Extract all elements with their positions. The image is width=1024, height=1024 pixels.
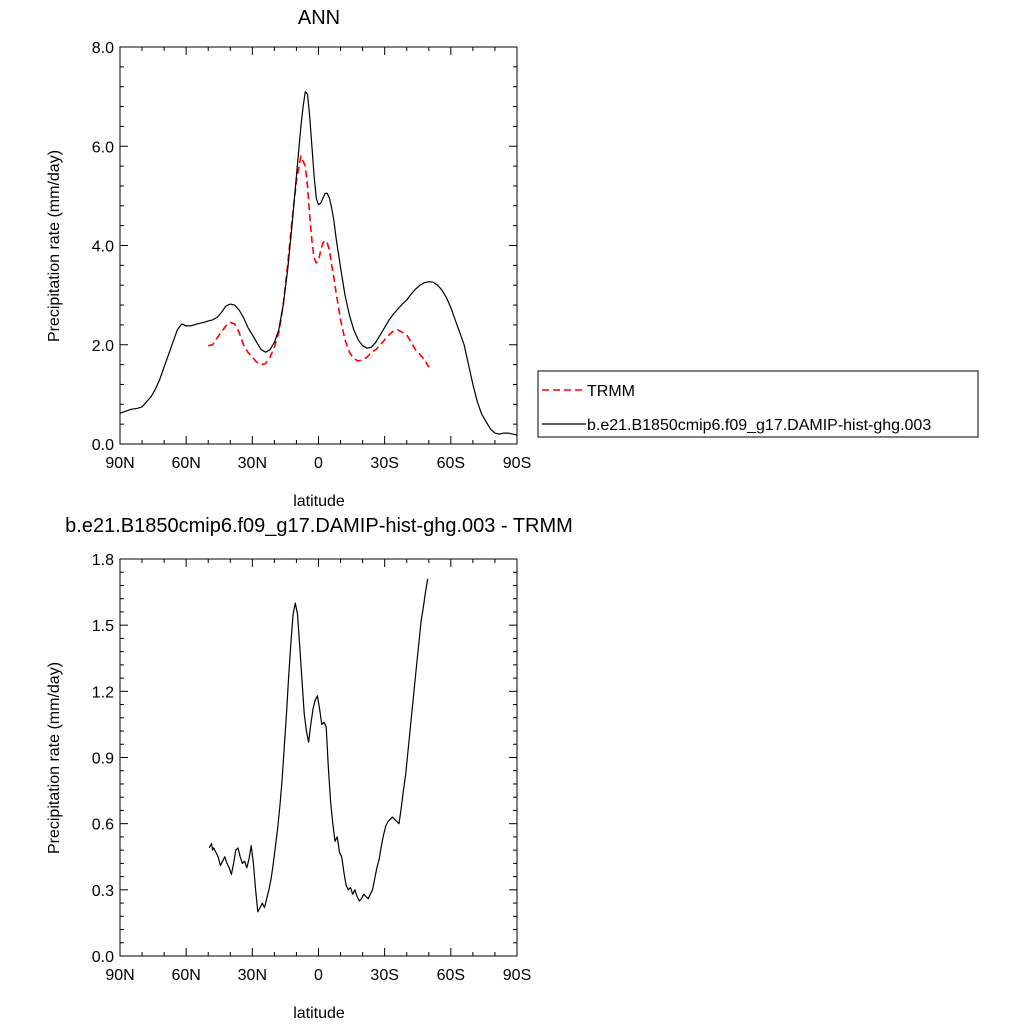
x-tick-label: 30S bbox=[370, 967, 398, 984]
x-tick-label: 30N bbox=[238, 455, 267, 472]
x-tick-label: 90S bbox=[503, 455, 531, 472]
legend-label-model: b.e21.B1850cmip6.f09_g17.DAMIP-hist-ghg.… bbox=[587, 417, 931, 434]
y-tick-label: 0.3 bbox=[92, 883, 114, 900]
chart-difference: b.e21.B1850cmip6.f09_g17.DAMIP-hist-ghg.… bbox=[46, 515, 573, 1022]
x-tick-label: 90S bbox=[503, 967, 531, 984]
x-tick-label: 60S bbox=[437, 967, 465, 984]
y-tick-label: 0.9 bbox=[92, 751, 114, 768]
x-tick-label: 30N bbox=[238, 967, 267, 984]
x-tick-label: 60N bbox=[171, 967, 200, 984]
chart-title: ANN bbox=[298, 7, 340, 29]
series-line-trmm bbox=[208, 155, 430, 368]
x-tick-label: 30S bbox=[370, 455, 398, 472]
x-axis-label: latitude bbox=[293, 493, 345, 510]
x-axis-label: latitude bbox=[293, 1005, 345, 1022]
x-tick-label: 0 bbox=[314, 967, 323, 984]
y-tick-label: 0.0 bbox=[92, 949, 114, 966]
chart-annual-mean: ANN Precipitation rate (mm/day) latitude… bbox=[46, 7, 531, 510]
series-line-b-e21-b1850cmip6-f09-g17-damip-hist-ghg-003 bbox=[119, 91, 518, 436]
x-tick-label: 90N bbox=[105, 455, 134, 472]
y-tick-label: 1.2 bbox=[92, 684, 114, 701]
x-tick-label: 60N bbox=[171, 455, 200, 472]
x-tick-label: 90N bbox=[105, 967, 134, 984]
legend: TRMM b.e21.B1850cmip6.f09_g17.DAMIP-hist… bbox=[537, 370, 979, 438]
plot-area: 90N 60N 30N 0 30S 60S 90S 0.0 2.0 4.0 6.0 8.0 bbox=[92, 40, 531, 472]
plot-area: 90N 60N 30N 0 30S 60S 90S 0.0 0.3 0.6 0.9 1.2 1.5 1.8 bbox=[92, 552, 531, 984]
chart-title: b.e21.B1850cmip6.f09_g17.DAMIP-hist-ghg.… bbox=[65, 515, 573, 537]
y-tick-label: 1.8 bbox=[92, 552, 114, 569]
y-tick-label: 8.0 bbox=[92, 40, 114, 57]
y-tick-label: 0.0 bbox=[92, 437, 114, 454]
series-line-difference bbox=[208, 578, 429, 913]
plot-frame bbox=[119, 46, 518, 445]
y-tick-label: 6.0 bbox=[92, 139, 114, 156]
legend-box bbox=[537, 370, 979, 438]
y-tick-label: 4.0 bbox=[92, 239, 114, 256]
plot-frame bbox=[119, 558, 518, 957]
legend-label-trmm: TRMM bbox=[587, 383, 635, 400]
y-axis-label: Precipitation rate (mm/day) bbox=[46, 662, 63, 854]
y-tick-label: 0.6 bbox=[92, 817, 114, 834]
x-tick-label: 0 bbox=[314, 455, 323, 472]
y-tick-label: 2.0 bbox=[92, 338, 114, 355]
y-axis-label: Precipitation rate (mm/day) bbox=[46, 150, 63, 342]
x-tick-label: 60S bbox=[437, 455, 465, 472]
y-tick-label: 1.5 bbox=[92, 618, 114, 635]
